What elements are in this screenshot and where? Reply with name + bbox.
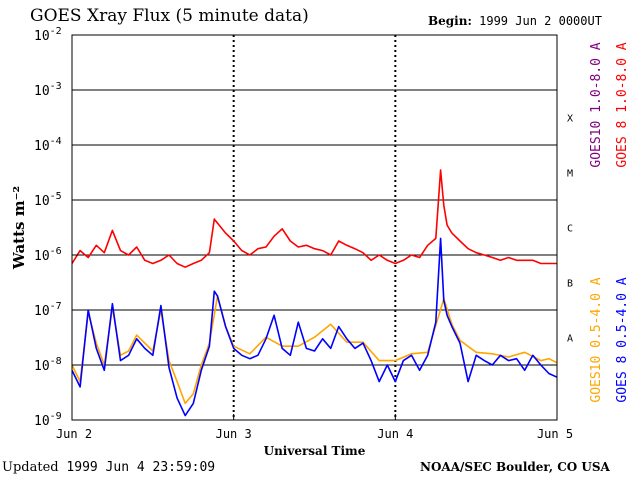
x-axis-label: Universal Time <box>264 444 366 458</box>
flare-class-b: B <box>567 279 573 290</box>
series-layer <box>71 169 558 417</box>
y-tick-label: 10-7 <box>34 301 62 319</box>
updated-label: Updated <box>2 460 59 475</box>
series-goes-8-0-5-4-0-a <box>71 237 558 417</box>
x-tick-label: Jun 2 <box>56 427 92 441</box>
flare-class-labels: A B C M X <box>567 114 573 345</box>
y-tick-label: 10-5 <box>34 191 62 209</box>
x-tick-label: Jun 3 <box>216 427 252 441</box>
legend-item: GOES 8 1.0-8.0 A <box>615 42 630 167</box>
y-tick-label: 10-2 <box>34 26 62 44</box>
x-tick-label: Jun 4 <box>377 427 413 441</box>
day-dividers <box>232 35 397 420</box>
plot-frame <box>71 34 558 421</box>
y-tick-label: 10-3 <box>34 81 62 99</box>
flare-class-c: C <box>567 224 573 235</box>
flare-class-m: M <box>567 169 573 180</box>
updated-timestamp: Updated 1999 Jun 4 23:59:09 <box>2 460 215 475</box>
series-goes-8-1-0-8-0-a <box>71 169 557 269</box>
begin-time: Begin: 1999 Jun 2 0000UT <box>428 14 602 28</box>
credit-text: NOAA/SEC Boulder, CO USA <box>420 460 610 474</box>
y-tick-label: 10-4 <box>34 136 62 154</box>
x-tick-label: Jun 5 <box>537 427 573 441</box>
begin-label: Begin: <box>428 14 472 28</box>
y-tick-label: 10-9 <box>34 411 62 429</box>
updated-value: 1999 Jun 4 23:59:09 <box>66 460 216 475</box>
chart-title: GOES Xray Flux (5 minute data) <box>30 6 309 26</box>
y-axis-ticks: 10-9 10-8 10-7 10-6 10-5 10-4 10-3 10-2 <box>34 26 557 429</box>
legend: GOES10 1.0-8.0 A GOES 8 1.0-8.0 A GOES10 0… <box>589 42 630 402</box>
legend-item: GOES10 1.0-8.0 A <box>589 42 604 167</box>
y-tick-label: 10-8 <box>34 356 62 374</box>
x-axis-ticks: Jun 2 Jun 3 Jun 4 Jun 5 <box>56 414 573 441</box>
y-axis-label: Watts m⁻² <box>10 186 28 270</box>
begin-value: 1999 Jun 2 0000UT <box>479 14 602 28</box>
legend-item: GOES 8 0.5-4.0 A <box>615 277 630 402</box>
legend-item: GOES10 0.5-4.0 A <box>589 277 604 402</box>
flare-class-x: X <box>567 114 573 125</box>
y-tick-label: 10-6 <box>34 246 62 264</box>
series-goes10-0-5-4-0-a <box>71 295 558 405</box>
flare-class-a: A <box>567 334 573 345</box>
grid-lines <box>72 89 557 366</box>
